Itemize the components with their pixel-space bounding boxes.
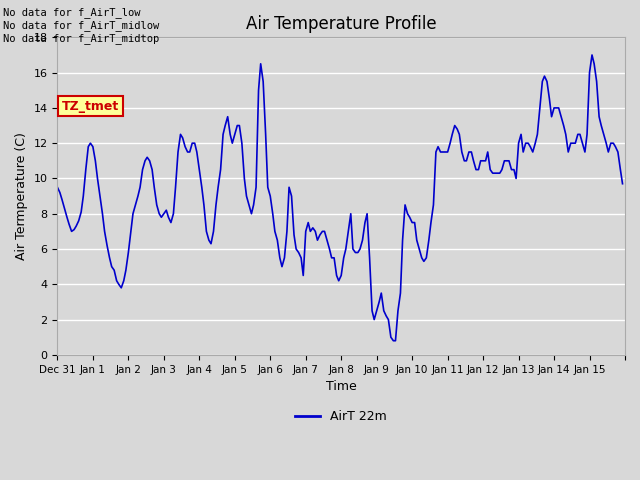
Legend: AirT 22m: AirT 22m xyxy=(291,405,392,428)
Text: No data for f_AirT_low: No data for f_AirT_low xyxy=(3,7,141,18)
Text: No data for f_AirT_midtop: No data for f_AirT_midtop xyxy=(3,33,159,44)
Y-axis label: Air Termperature (C): Air Termperature (C) xyxy=(15,132,28,260)
X-axis label: Time: Time xyxy=(326,380,356,393)
Text: No data for f_AirT_midlow: No data for f_AirT_midlow xyxy=(3,20,159,31)
Text: TZ_tmet: TZ_tmet xyxy=(61,99,119,112)
Title: Air Temperature Profile: Air Temperature Profile xyxy=(246,15,436,33)
